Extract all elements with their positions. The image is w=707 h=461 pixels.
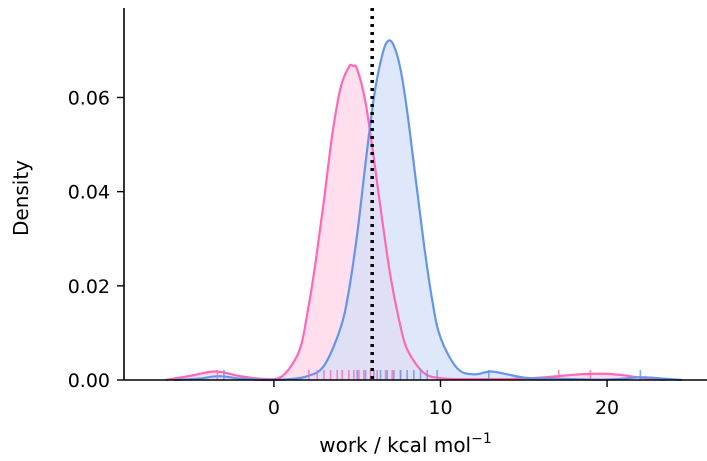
- x-ticks: 0 10 20: [268, 380, 619, 419]
- series-1-area: [174, 40, 682, 380]
- series-1-line: [173, 39, 683, 382]
- rug-layer: [216, 370, 642, 380]
- x-tick-label: 20: [595, 397, 619, 419]
- y-tick-label: 0.06: [68, 87, 110, 109]
- x-axis-label: work / kcal mol−1: [319, 431, 492, 457]
- y-ticks: 0.00 0.02 0.04 0.06: [68, 87, 124, 392]
- plot-series-layer: [165, 39, 683, 382]
- y-axis-label: Density: [9, 160, 33, 236]
- y-tick-label: 0.04: [68, 182, 110, 204]
- y-tick-label: 0.00: [68, 370, 110, 392]
- x-tick-label: 0: [268, 397, 280, 419]
- x-axis-label-exponent: −1: [471, 431, 492, 447]
- y-tick-label: 0.02: [68, 276, 110, 298]
- x-tick-label: 10: [428, 397, 452, 419]
